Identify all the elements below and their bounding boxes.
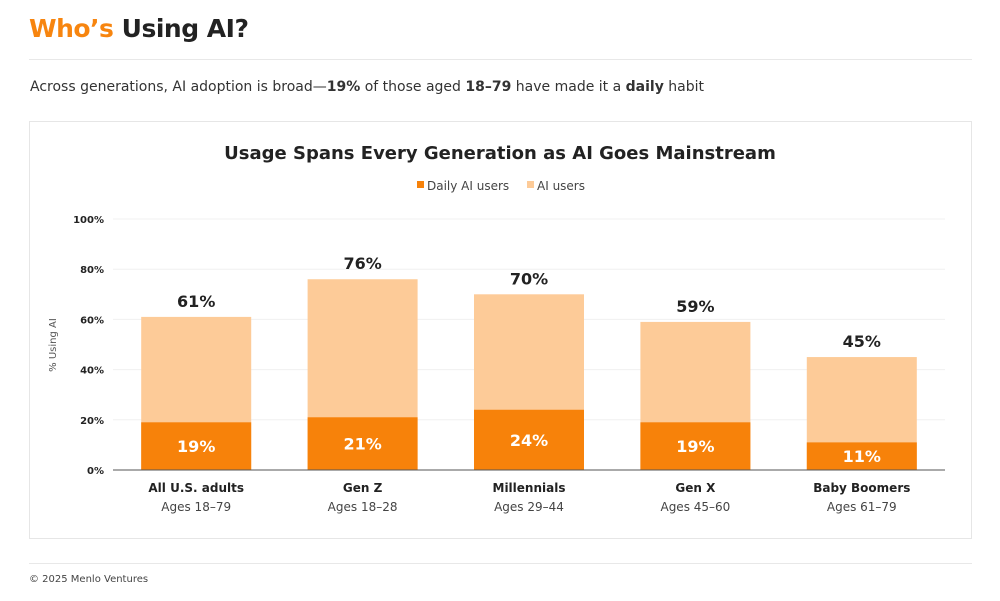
x-tick-label: Baby Boomers [813,481,910,495]
data-label-daily: 19% [676,437,714,456]
data-label-ai-users: 45% [843,332,881,351]
y-tick-label: 100% [73,215,104,226]
bar-daily-ai-users [640,422,751,470]
bar-daily-ai-users [474,409,584,470]
copyright: © 2025 Menlo Ventures [29,574,149,585]
page-title: Who’s Using AI? [29,14,249,43]
bar-daily-ai-users [806,442,917,470]
legend-label: Daily AI users [427,179,509,193]
x-tick-label: Millennials [493,481,566,495]
legend-label: AI users [537,179,585,193]
x-tick-label: Gen X [675,481,716,495]
x-tick-sublabel: Ages 29–44 [494,500,564,514]
divider [29,59,972,60]
y-tick-label: 40% [80,366,104,377]
data-label-daily: 11% [843,447,881,466]
chart-title: Usage Spans Every Generation as AI Goes … [224,143,776,164]
data-label-daily: 24% [510,431,548,450]
data-label-daily: 19% [177,437,215,456]
x-tick-sublabel: Ages 45–60 [660,500,730,514]
data-label-ai-users: 76% [343,254,381,273]
legend-swatch [417,181,424,188]
y-axis-label: % Using AI [48,318,59,372]
x-tick-sublabel: Ages 61–79 [827,500,897,514]
y-tick-label: 80% [80,265,104,276]
legend-swatch [527,181,534,188]
x-tick-sublabel: Ages 18–28 [328,500,398,514]
x-tick-label: All U.S. adults [148,481,244,495]
data-label-daily: 21% [343,435,381,454]
y-tick-label: 20% [80,416,104,427]
bar-daily-ai-users [307,417,418,470]
data-label-ai-users: 61% [177,292,215,311]
footer-divider [29,563,972,564]
y-tick-label: 60% [80,315,104,326]
subtitle: Across generations, AI adoption is broad… [30,79,705,95]
chart-card [29,121,972,539]
data-label-ai-users: 59% [676,297,714,316]
y-tick-label: 0% [87,466,104,477]
bar-daily-ai-users [141,422,252,470]
x-tick-sublabel: Ages 18–79 [161,500,231,514]
x-tick-label: Gen Z [343,481,383,495]
data-label-ai-users: 70% [510,269,548,288]
